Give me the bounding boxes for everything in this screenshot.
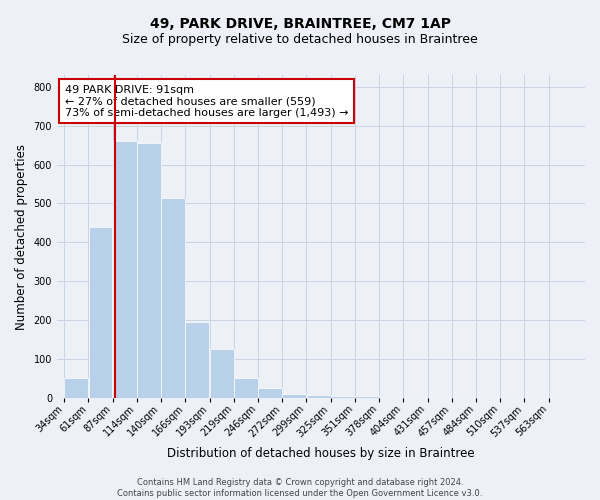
X-axis label: Distribution of detached houses by size in Braintree: Distribution of detached houses by size … xyxy=(167,447,475,460)
Bar xyxy=(331,396,355,398)
Text: Size of property relative to detached houses in Braintree: Size of property relative to detached ho… xyxy=(122,32,478,46)
Y-axis label: Number of detached properties: Number of detached properties xyxy=(15,144,28,330)
Text: Contains HM Land Registry data © Crown copyright and database right 2024.
Contai: Contains HM Land Registry data © Crown c… xyxy=(118,478,482,498)
Bar xyxy=(234,378,258,398)
Bar xyxy=(64,378,88,398)
Bar xyxy=(113,141,137,398)
Bar xyxy=(89,227,112,398)
Bar xyxy=(137,143,161,398)
Bar xyxy=(161,198,185,398)
Bar xyxy=(209,350,233,398)
Bar xyxy=(258,388,282,398)
Bar xyxy=(283,394,306,398)
Text: 49, PARK DRIVE, BRAINTREE, CM7 1AP: 49, PARK DRIVE, BRAINTREE, CM7 1AP xyxy=(149,18,451,32)
Text: 49 PARK DRIVE: 91sqm
← 27% of detached houses are smaller (559)
73% of semi-deta: 49 PARK DRIVE: 91sqm ← 27% of detached h… xyxy=(65,84,349,118)
Bar xyxy=(355,396,379,398)
Bar xyxy=(185,322,209,398)
Bar xyxy=(307,395,331,398)
